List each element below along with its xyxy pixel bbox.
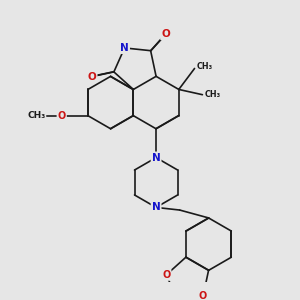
Text: O: O xyxy=(199,291,207,300)
Text: N: N xyxy=(152,202,161,212)
Text: N: N xyxy=(152,153,161,163)
Text: O: O xyxy=(162,270,170,280)
Text: O: O xyxy=(88,71,96,82)
Text: N: N xyxy=(120,43,129,53)
Text: O: O xyxy=(58,111,66,121)
Text: CH₃: CH₃ xyxy=(27,111,45,120)
Text: O: O xyxy=(161,29,170,39)
Text: CH₃: CH₃ xyxy=(204,90,220,99)
Text: CH₃: CH₃ xyxy=(196,62,212,71)
